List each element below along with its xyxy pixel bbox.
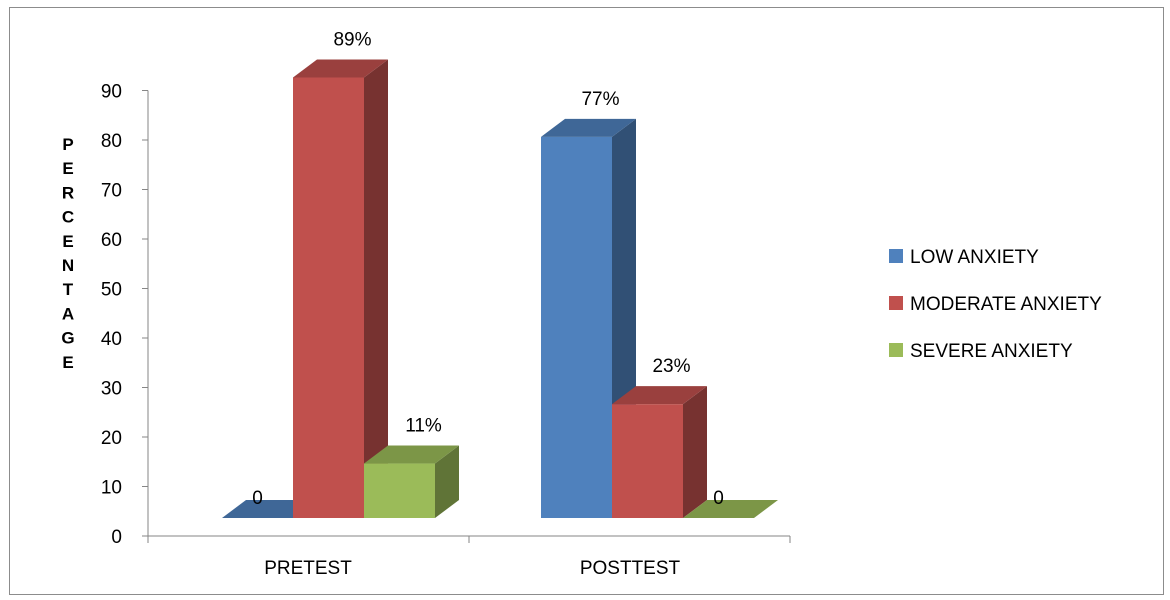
labels-group: 0 89% 11% 77% 23% 0 bbox=[252, 29, 724, 509]
bar-severe-anxiety-posttest bbox=[683, 500, 778, 518]
data-label-low-anxiety-posttest: 77% bbox=[581, 89, 619, 110]
y-axis-title-letter: N bbox=[62, 256, 74, 275]
y-tick-label: 70 bbox=[101, 181, 122, 202]
data-label-severe-anxiety-posttest: 0 bbox=[713, 488, 724, 509]
y-tick-label: 20 bbox=[101, 428, 122, 449]
bar-top-face bbox=[541, 118, 636, 137]
data-label-moderate-anxiety-posttest: 23% bbox=[652, 356, 690, 377]
bar-top-face bbox=[364, 445, 459, 464]
y-axis-title-letter: E bbox=[62, 232, 73, 251]
y-axis-title-letter: E bbox=[62, 159, 73, 178]
bar-side-face bbox=[683, 386, 707, 518]
x-category-label: PRETEST bbox=[264, 558, 352, 579]
y-axis-title-letter: E bbox=[62, 353, 73, 372]
y-tick-label: 10 bbox=[101, 478, 122, 499]
data-label-low-anxiety-pretest: 0 bbox=[252, 488, 263, 509]
bar-moderate-anxiety-pretest bbox=[293, 59, 388, 518]
legend-swatch bbox=[889, 296, 903, 310]
bar-severe-anxiety-pretest bbox=[364, 445, 459, 518]
legend-label: SEVERE ANXIETY bbox=[910, 341, 1073, 362]
bar-low-anxiety-posttest bbox=[541, 118, 636, 518]
data-label-moderate-anxiety-pretest: 89% bbox=[333, 29, 371, 50]
legend-item-severe-anxiety: SEVERE ANXIETY bbox=[889, 341, 1073, 362]
legend-item-moderate-anxiety: MODERATE ANXIETY bbox=[889, 294, 1102, 315]
legend-swatch bbox=[889, 343, 903, 357]
y-axis-title-letter: T bbox=[63, 280, 74, 299]
data-label-severe-anxiety-pretest: 11% bbox=[405, 416, 442, 437]
legend-item-low-anxiety: LOW ANXIETY bbox=[889, 247, 1039, 268]
bar-side-face bbox=[435, 445, 459, 518]
legend-swatch bbox=[889, 249, 903, 263]
y-tick-label: 30 bbox=[101, 379, 122, 400]
bar-front-face bbox=[293, 77, 364, 518]
bar-front-face bbox=[364, 463, 435, 518]
bar-top-face bbox=[612, 386, 707, 405]
bar-top-face bbox=[293, 59, 388, 78]
y-tick-label: 50 bbox=[101, 280, 122, 301]
bar-front-face bbox=[612, 404, 683, 518]
bar-top-face bbox=[683, 500, 778, 518]
y-axis-title-letter: R bbox=[62, 183, 74, 202]
y-axis-title-letter: A bbox=[62, 304, 74, 323]
bar-moderate-anxiety-posttest bbox=[612, 386, 707, 518]
bar-front-face bbox=[541, 136, 612, 518]
bars-group bbox=[222, 59, 778, 518]
legend: LOW ANXIETY MODERATE ANXIETY SEVERE ANXIET… bbox=[889, 247, 1102, 362]
y-axis-title-letter: G bbox=[61, 329, 74, 348]
y-axis-title-letter: P bbox=[62, 135, 73, 154]
x-category-label: POSTTEST bbox=[580, 558, 681, 579]
bar-side-face bbox=[364, 59, 388, 518]
y-tick-label: 40 bbox=[101, 329, 122, 350]
y-tick-label: 90 bbox=[101, 82, 122, 103]
y-tick-label: 0 bbox=[111, 527, 122, 548]
legend-label: MODERATE ANXIETY bbox=[910, 294, 1102, 315]
y-tick-label: 80 bbox=[101, 131, 122, 152]
y-axis-title-letter: C bbox=[62, 208, 74, 227]
y-tick-label: 60 bbox=[101, 230, 122, 251]
legend-label: LOW ANXIETY bbox=[910, 247, 1039, 268]
